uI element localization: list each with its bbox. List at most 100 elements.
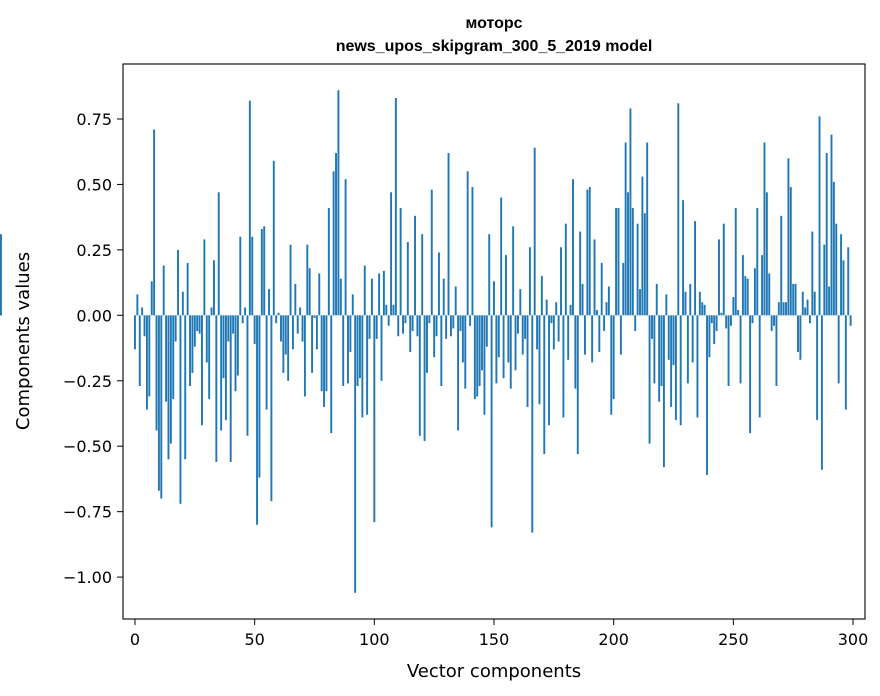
- bar: [349, 315, 352, 352]
- bar: [476, 315, 479, 397]
- bar: [651, 315, 653, 339]
- bar: [751, 315, 754, 324]
- bar: [768, 273, 771, 316]
- bar: [157, 315, 160, 491]
- bar: [773, 315, 775, 326]
- bar: [138, 315, 141, 386]
- bar: [442, 278, 445, 316]
- bar: [552, 315, 555, 350]
- bar: [208, 315, 211, 400]
- bar: [567, 315, 570, 360]
- bar: [246, 315, 249, 436]
- bar: [643, 213, 646, 316]
- bar: [799, 315, 802, 360]
- bar: [691, 315, 694, 363]
- bar: [662, 315, 665, 468]
- bar: [445, 315, 448, 339]
- bar: [368, 315, 371, 339]
- bar: [275, 315, 278, 324]
- bar: [256, 315, 258, 525]
- bar: [730, 315, 732, 326]
- x-tick-label: 0: [130, 630, 140, 649]
- bar: [418, 315, 421, 436]
- x-axis-ticks: 0 50 100 150 200 250 300: [130, 619, 868, 649]
- bar: [270, 315, 273, 502]
- y-tick-label: 0.50: [76, 175, 112, 194]
- bar: [153, 129, 156, 316]
- bar: [485, 315, 488, 347]
- bar: [282, 315, 285, 373]
- bar: [713, 315, 716, 345]
- bar: [201, 315, 203, 426]
- bar: [236, 315, 239, 376]
- bar: [160, 315, 163, 499]
- bar: [581, 283, 584, 316]
- bar: [327, 207, 330, 316]
- bar: [677, 103, 680, 316]
- bar: [373, 315, 376, 523]
- bar: [148, 315, 151, 397]
- bar: [734, 207, 737, 316]
- bar: [560, 247, 562, 316]
- bar: [481, 315, 483, 371]
- bars-group: [0, 90, 852, 593]
- bar: [325, 315, 328, 392]
- bar: [703, 304, 706, 316]
- bar: [141, 307, 144, 316]
- bar: [500, 197, 503, 316]
- bar: [502, 315, 505, 379]
- bar: [756, 207, 759, 316]
- bar: [715, 315, 718, 332]
- bar: [507, 315, 510, 363]
- bar: [179, 315, 182, 504]
- bar: [533, 147, 536, 316]
- bar: [540, 276, 543, 316]
- bar: [516, 315, 519, 334]
- y-tick-label: 0.25: [76, 241, 112, 260]
- bar: [789, 187, 792, 316]
- bar: [378, 273, 381, 316]
- y-tick-label: −1.00: [63, 568, 112, 587]
- bar: [835, 223, 838, 316]
- bar: [794, 283, 797, 316]
- bar: [162, 265, 165, 316]
- bar: [466, 171, 469, 316]
- bar: [727, 315, 730, 386]
- bar: [363, 265, 366, 316]
- bar: [828, 286, 831, 316]
- bar: [629, 108, 632, 316]
- bar: [416, 315, 419, 337]
- bar: [320, 315, 323, 392]
- bar: [244, 307, 247, 316]
- bar: [562, 315, 565, 418]
- bar: [145, 315, 148, 410]
- bar: [808, 315, 811, 324]
- bar: [457, 315, 460, 431]
- bar: [682, 200, 685, 316]
- bar: [679, 315, 682, 426]
- bar: [842, 260, 845, 316]
- bar: [785, 302, 787, 316]
- bar: [385, 304, 388, 316]
- bar: [143, 315, 146, 337]
- bar: [569, 304, 572, 316]
- bar: [806, 299, 809, 316]
- bar: [172, 315, 175, 400]
- bar: [823, 244, 826, 316]
- bar: [579, 231, 582, 316]
- bar: [689, 283, 692, 316]
- bar: [411, 315, 414, 332]
- bar: [660, 315, 663, 386]
- bar: [564, 223, 567, 316]
- bar: [607, 286, 610, 316]
- bar: [287, 315, 290, 381]
- bar: [347, 315, 349, 384]
- bar: [447, 153, 450, 316]
- bar: [469, 315, 472, 326]
- bar: [665, 294, 668, 316]
- bar: [622, 262, 625, 316]
- bar: [490, 315, 493, 528]
- bar: [780, 215, 783, 316]
- bar: [478, 315, 481, 386]
- bar: [380, 315, 383, 381]
